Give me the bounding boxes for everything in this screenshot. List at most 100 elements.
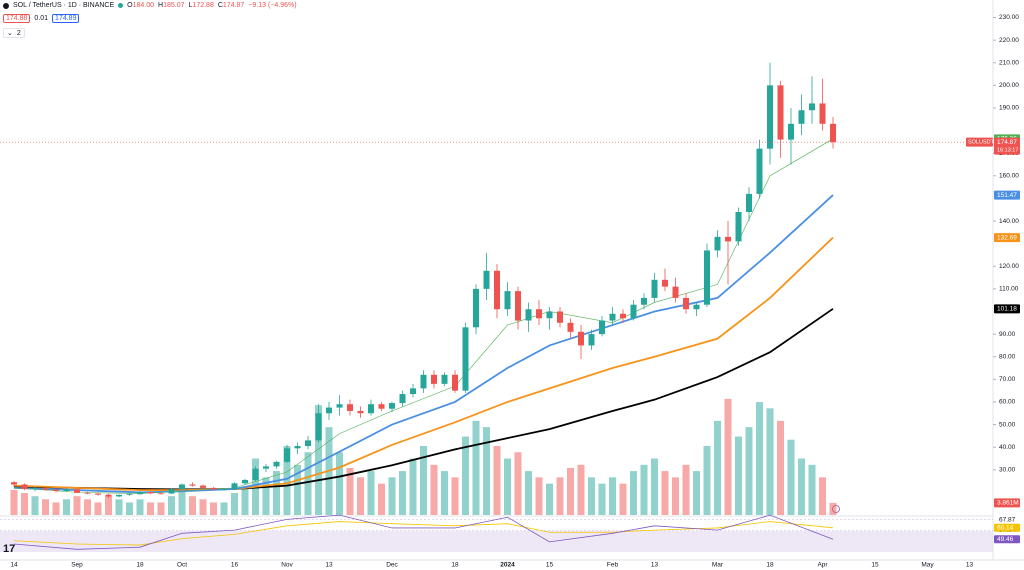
volume-bar [714, 420, 721, 515]
volume-bar [588, 477, 595, 515]
volume-bar [766, 408, 774, 515]
status-dot [118, 3, 124, 8]
price-tag-label: 174.87 [997, 139, 1017, 146]
rsi-band [0, 531, 993, 552]
volume-bar [189, 496, 196, 515]
candle-body [305, 440, 311, 447]
candle-body [210, 487, 217, 490]
rsi-line [13, 514, 834, 550]
ask[interactable]: 174.89 [52, 14, 80, 23]
rsi-tag [994, 535, 1020, 544]
x-tick-label: Nov [281, 562, 293, 569]
volume-bar [504, 458, 511, 515]
y-tick-label: 190.00 [999, 105, 1019, 112]
x-tick-label: Apr [817, 562, 828, 569]
x-tick-label: Mar [712, 562, 724, 569]
volume-bar [651, 458, 658, 515]
ma-tag [994, 304, 1020, 314]
bid[interactable]: 174.88 [3, 14, 31, 23]
candle-body [767, 85, 773, 149]
volume-tag [994, 498, 1020, 508]
x-tick-label: 16 [231, 562, 239, 569]
volume-bar [136, 499, 144, 515]
volume-bar [808, 464, 816, 515]
candle-body [473, 288, 479, 328]
chevron: ⌄ [7, 30, 13, 37]
y-tick-label: 70.00 [999, 376, 1016, 383]
volume-bar [94, 502, 102, 515]
volume-bar [462, 436, 469, 515]
moving-average [13, 308, 834, 491]
candle-body [672, 286, 679, 298]
candle-body [777, 85, 784, 140]
candle-body [357, 410, 364, 414]
x-tick-label: 14 [10, 562, 18, 569]
candle-body [116, 494, 122, 497]
ohlc-value: 185.07 [163, 2, 185, 9]
candle-body [704, 250, 710, 305]
volume-bar [693, 471, 700, 515]
volume-bar [315, 405, 322, 515]
y-tick-label: 80.00 [999, 353, 1016, 360]
candle-body [284, 448, 290, 462]
volume-bar [577, 464, 585, 515]
volume-bar [273, 471, 280, 515]
volume-bar [210, 502, 217, 515]
rsi-tag [994, 523, 1020, 532]
symbol[interactable]: SOL / TetherUS · 1D · BINANCE [13, 2, 115, 9]
candle-body [462, 327, 469, 391]
candle-body [32, 488, 38, 490]
volume-bar [672, 477, 679, 515]
candle-body [441, 374, 448, 384]
volume-bar [798, 458, 805, 515]
candle-body [95, 493, 101, 495]
indicators-toggle[interactable]: ⌄ 2 [3, 28, 25, 38]
candle-body [431, 374, 437, 384]
candle-body [630, 304, 637, 319]
volume-bar [409, 458, 417, 515]
candle-body [588, 334, 595, 346]
volume-bar [567, 467, 574, 515]
symbol-tag [966, 137, 993, 147]
candle-body [788, 123, 794, 140]
price-tag [994, 137, 1020, 155]
volume-bar [336, 452, 343, 515]
candle-body [252, 468, 259, 480]
y-tick-label: 220.00 [999, 37, 1019, 44]
candle-body [105, 494, 112, 497]
ohlc-key: C [217, 2, 223, 9]
candle-body [21, 484, 28, 489]
candle-body [525, 309, 532, 321]
y-tick-label: 90.00 [999, 331, 1016, 338]
candle-body [179, 484, 185, 490]
candle-body [830, 123, 836, 143]
volume-bar [262, 477, 270, 515]
candle-body [651, 279, 658, 298]
volume-bar [231, 493, 238, 515]
candle-body [147, 491, 154, 494]
volume-bar [829, 502, 837, 515]
volume-bar [367, 471, 375, 515]
candle-body [536, 309, 542, 319]
candle-body [221, 489, 227, 491]
volume-bar [73, 496, 81, 515]
candle-body [515, 291, 521, 321]
ma-tag [994, 190, 1020, 200]
ohlc-l: L172.88 [189, 2, 214, 9]
y-tick-label: 230.00 [999, 14, 1019, 21]
volume-bar [420, 445, 427, 515]
candle-body [567, 322, 574, 332]
x-tick-label: 18 [451, 562, 459, 569]
candle-body [389, 403, 395, 409]
volume-bar [199, 499, 207, 515]
volume-bar [556, 477, 564, 515]
candle-body [494, 270, 500, 310]
volume-bar [294, 464, 301, 515]
candle-body [746, 193, 752, 212]
volume-bar [178, 489, 186, 515]
y-tick-label: 30.00 [999, 466, 1016, 473]
candle-body [504, 291, 511, 310]
y-tick-label: 110.00 [999, 286, 1019, 293]
candle-body [420, 374, 427, 389]
